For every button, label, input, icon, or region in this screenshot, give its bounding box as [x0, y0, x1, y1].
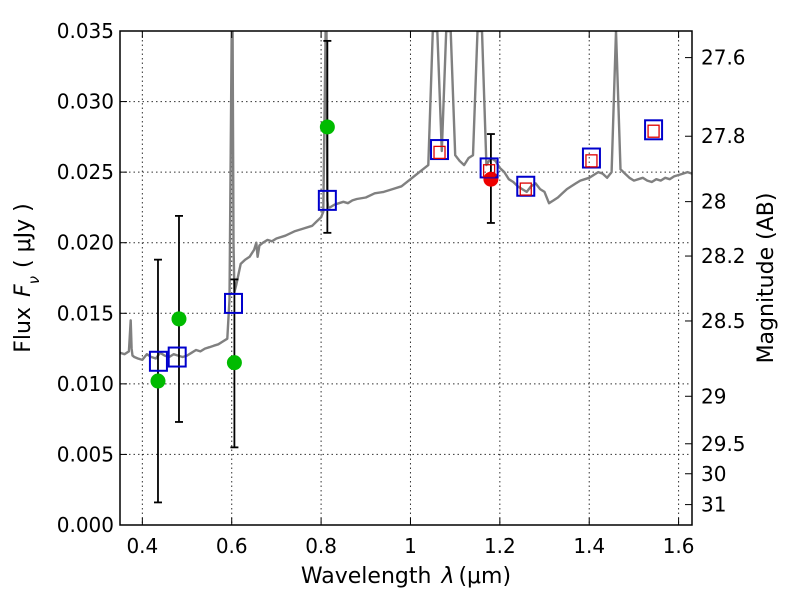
photometry-green-point [319, 119, 335, 135]
photometry-red-point [483, 171, 499, 187]
model-box-marker [644, 119, 664, 141]
right-tick-label: 27.6 [701, 46, 746, 70]
model-box-marker [148, 350, 168, 372]
model-box-marker [224, 292, 244, 314]
y-tick-label: 0.025 [57, 160, 114, 184]
x-tick-label: 0.8 [305, 534, 337, 558]
model-box-marker [581, 147, 601, 169]
x-tick-label: 0.6 [216, 534, 248, 558]
right-tick-label: 31 [701, 493, 726, 517]
x-tick-label: 1 [404, 534, 417, 558]
y-tick-label: 0.010 [57, 372, 114, 396]
right-tick-label: 30 [701, 462, 726, 486]
x-tick-label: 1.4 [573, 534, 605, 558]
y-tick-label: 0.035 [57, 19, 114, 43]
model-box-marker [430, 139, 450, 161]
photometry-green-point [150, 373, 166, 389]
model-box-marker [167, 346, 187, 368]
model-box-inner-marker [585, 154, 598, 168]
ticks [120, 30, 692, 526]
model-spectrum-layer [120, 31, 692, 362]
model-box-inner-marker [647, 124, 660, 138]
right-tick-label: 29 [701, 384, 726, 408]
model-box-inner-marker [482, 164, 496, 178]
x-axis-title: Wavelength λ (μm) [301, 564, 511, 589]
y-tick-label: 0.000 [57, 513, 114, 537]
marker-layer [148, 119, 664, 389]
model-box-marker [479, 157, 499, 179]
model-spectrum-line [120, 31, 692, 362]
right-axis-title: Magnitude (AB) [754, 193, 779, 364]
right-tick-label: 28.5 [701, 309, 746, 333]
model-box-inner-marker [433, 145, 446, 160]
y-tick-label: 0.030 [57, 90, 114, 114]
y-tick-label: 0.015 [57, 301, 114, 325]
right-tick-label: 29.5 [701, 432, 746, 456]
right-tick-label: 28 [701, 190, 726, 214]
model-box-inner-marker [519, 182, 532, 196]
photometry-green-point [171, 311, 187, 327]
model-box-marker [317, 189, 337, 211]
y-axis-title: FluxFν( μJy ) [11, 203, 43, 352]
tick-labels: 0.4 0.6 0.8 1 1.2 1.4 1.6 0.000 0.005 0.010 0.015 0… [57, 19, 746, 558]
y-tick-label: 0.005 [57, 442, 114, 466]
x-tick-label: 1.2 [484, 534, 516, 558]
photometry-green-point [226, 355, 242, 371]
grid [120, 31, 692, 525]
y-tick-label: 0.020 [57, 231, 114, 255]
plot-frame [119, 30, 693, 526]
right-tick-label: 27.8 [701, 124, 746, 148]
model-box-marker [516, 175, 536, 197]
x-tick-label: 0.4 [126, 534, 158, 558]
x-tick-label: 1.6 [663, 534, 695, 558]
right-tick-label: 28.2 [701, 244, 746, 268]
